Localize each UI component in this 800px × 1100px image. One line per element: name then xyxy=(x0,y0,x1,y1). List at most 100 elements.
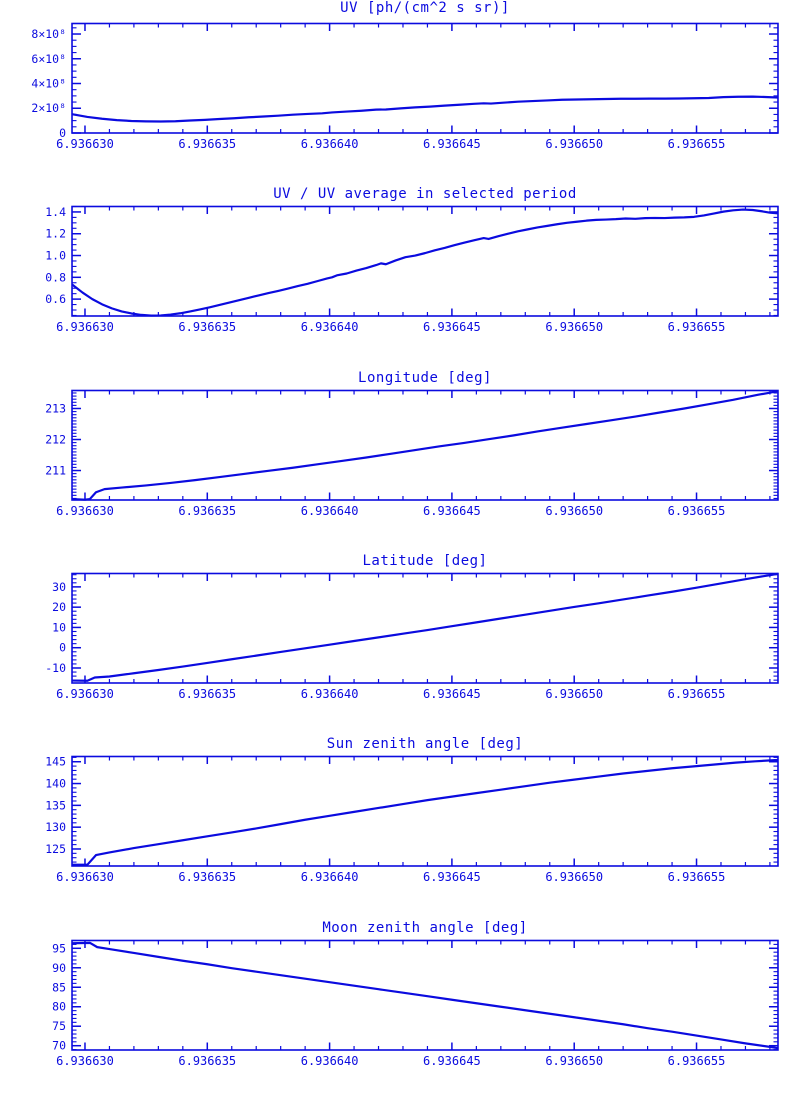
x-tick-label: 6.936645 xyxy=(423,1054,481,1068)
y-tick-label: 6×10⁸ xyxy=(31,52,66,66)
plot-frame xyxy=(71,22,779,134)
y-tick-label: 1.0 xyxy=(45,249,66,263)
x-tick-label: 6.936645 xyxy=(423,137,481,151)
x-tick-label: 6.936635 xyxy=(178,137,236,151)
uv-chart-canvas: 6.936630 6.936635 6.936640 6.936645 6.936650… xyxy=(31,22,779,151)
longitude-chart-title: Longitude [deg] xyxy=(358,369,492,386)
y-tick-label: 90 xyxy=(52,960,66,974)
x-tick-label: 6.936630 xyxy=(56,870,114,884)
sun-zenith-chart-title: Sun zenith angle [deg] xyxy=(326,736,524,753)
x-tick-label: 6.936630 xyxy=(56,320,114,334)
x-tick-label: 6.936655 xyxy=(668,504,726,518)
y-tick-label: 70 xyxy=(52,1038,66,1052)
x-tick-label: 6.936640 xyxy=(301,870,359,884)
x-tick-label: 6.936640 xyxy=(301,1054,359,1068)
x-tick-label: 6.936630 xyxy=(56,1054,114,1068)
x-tick-label: 6.936635 xyxy=(178,687,236,701)
x-tick-label: 6.936650 xyxy=(545,504,603,518)
x-tick-label: 6.936655 xyxy=(668,687,726,701)
moon-zenith-chart-canvas: 6.936630 6.936635 6.936640 6.936645 6.936650… xyxy=(52,939,779,1068)
uv-curve xyxy=(71,95,779,123)
plot-frame xyxy=(71,389,779,501)
y-tick-label: 8×10⁸ xyxy=(31,27,66,41)
x-tick-label: 6.936650 xyxy=(545,687,603,701)
uv-ratio-curve xyxy=(71,208,779,317)
y-tick-label: 20 xyxy=(52,600,66,614)
x-tick-label: 6.936630 xyxy=(56,137,114,151)
x-tick-label: 6.936645 xyxy=(423,687,481,701)
moon-zenith-curve xyxy=(71,941,779,1049)
y-tick-label: 212 xyxy=(45,432,66,446)
moon-zenith-axes: 6.936630 6.936635 6.936640 6.936645 6.936650… xyxy=(52,939,779,1068)
sun-zenith-chart-canvas: 6.936630 6.936635 6.936640 6.936645 6.936650… xyxy=(45,755,779,884)
sun-zenith-axes: 6.936630 6.936635 6.936640 6.936645 6.936650… xyxy=(45,755,779,884)
latitude-curve xyxy=(71,572,779,682)
x-tick-label: 6.936630 xyxy=(56,687,114,701)
x-tick-label: 6.936645 xyxy=(423,504,481,518)
y-tick-label: 211 xyxy=(45,463,66,477)
y-tick-label: 125 xyxy=(45,842,66,856)
x-tick-label: 6.936655 xyxy=(668,870,726,884)
y-tick-label: 75 xyxy=(52,1019,66,1033)
y-tick-label: 95 xyxy=(52,941,66,955)
plot-frame xyxy=(71,572,779,684)
subplot-longitude: 6.936630 6.936635 6.936640 6.936645 6.936650… xyxy=(0,367,800,550)
longitude-curve xyxy=(71,389,779,501)
uv-ratio-chart-canvas: 6.936630 6.936635 6.936640 6.936645 6.936650… xyxy=(45,205,779,334)
x-tick-label: 6.936655 xyxy=(668,1054,726,1068)
x-tick-label: 6.936655 xyxy=(668,137,726,151)
y-tick-label: 0.8 xyxy=(45,271,66,285)
y-tick-label: -10 xyxy=(45,661,66,675)
x-tick-label: 6.936635 xyxy=(178,870,236,884)
x-tick-label: 6.936640 xyxy=(301,687,359,701)
x-tick-label: 6.936650 xyxy=(545,870,603,884)
y-tick-label: 145 xyxy=(45,755,66,769)
x-tick-label: 6.936635 xyxy=(178,320,236,334)
longitude-chart-canvas: 6.936630 6.936635 6.936640 6.936645 6.936650… xyxy=(45,389,779,518)
y-tick-label: 213 xyxy=(45,401,66,415)
x-tick-label: 6.936640 xyxy=(301,137,359,151)
plot-frame xyxy=(71,756,779,868)
y-tick-label: 85 xyxy=(52,980,66,994)
y-tick-label: 1.4 xyxy=(45,205,66,219)
x-tick-label: 6.936650 xyxy=(545,1054,603,1068)
x-tick-label: 6.936655 xyxy=(668,320,726,334)
latitude-chart-title: Latitude [deg] xyxy=(362,553,488,569)
x-tick-label: 6.936640 xyxy=(301,504,359,518)
y-tick-label: 130 xyxy=(45,820,66,834)
y-tick-label: 135 xyxy=(45,799,66,813)
y-tick-label: 0 xyxy=(59,126,66,140)
subplot-moon-zenith: 6.936630 6.936635 6.936640 6.936645 6.936650… xyxy=(0,917,800,1100)
subplot-latitude: 6.936630 6.936635 6.936640 6.936645 6.936650… xyxy=(0,550,800,733)
subplot-sun-zenith: 6.936630 6.936635 6.936640 6.936645 6.936650… xyxy=(0,733,800,916)
x-tick-label: 6.936635 xyxy=(178,504,236,518)
latitude-chart-canvas: 6.936630 6.936635 6.936640 6.936645 6.936650… xyxy=(45,572,779,701)
y-tick-label: 0.6 xyxy=(45,292,66,306)
y-tick-label: 140 xyxy=(45,777,66,791)
x-tick-label: 6.936635 xyxy=(178,1054,236,1068)
x-tick-label: 6.936650 xyxy=(545,137,603,151)
y-tick-label: 10 xyxy=(52,620,66,634)
uv-chart-title: UV [ph/(cm^2 s sr)] xyxy=(340,0,510,16)
sun-zenith-curve xyxy=(71,759,779,867)
y-tick-label: 2×10⁸ xyxy=(31,101,66,115)
y-tick-label: 1.2 xyxy=(45,227,66,241)
moon-zenith-chart-title: Moon zenith angle [deg] xyxy=(322,919,528,936)
y-tick-label: 30 xyxy=(52,580,66,594)
plot-frame xyxy=(71,206,779,318)
uv-ratio-chart-title: UV / UV average in selected period xyxy=(273,186,577,203)
subplot-uv-ratio: 6.936630 6.936635 6.936640 6.936645 6.936650… xyxy=(0,183,800,366)
y-tick-label: 80 xyxy=(52,999,66,1013)
x-tick-label: 6.936645 xyxy=(423,320,481,334)
x-tick-label: 6.936645 xyxy=(423,870,481,884)
x-tick-label: 6.936640 xyxy=(301,320,359,334)
y-tick-label: 0 xyxy=(59,641,66,655)
longitude-axes: 6.936630 6.936635 6.936640 6.936645 6.936650… xyxy=(45,389,779,518)
x-tick-label: 6.936630 xyxy=(56,504,114,518)
y-tick-label: 4×10⁸ xyxy=(31,77,66,91)
latitude-axes: 6.936630 6.936635 6.936640 6.936645 6.936650… xyxy=(45,572,779,701)
x-tick-label: 6.936650 xyxy=(545,320,603,334)
uv-axes: 6.936630 6.936635 6.936640 6.936645 6.936650… xyxy=(31,22,779,151)
